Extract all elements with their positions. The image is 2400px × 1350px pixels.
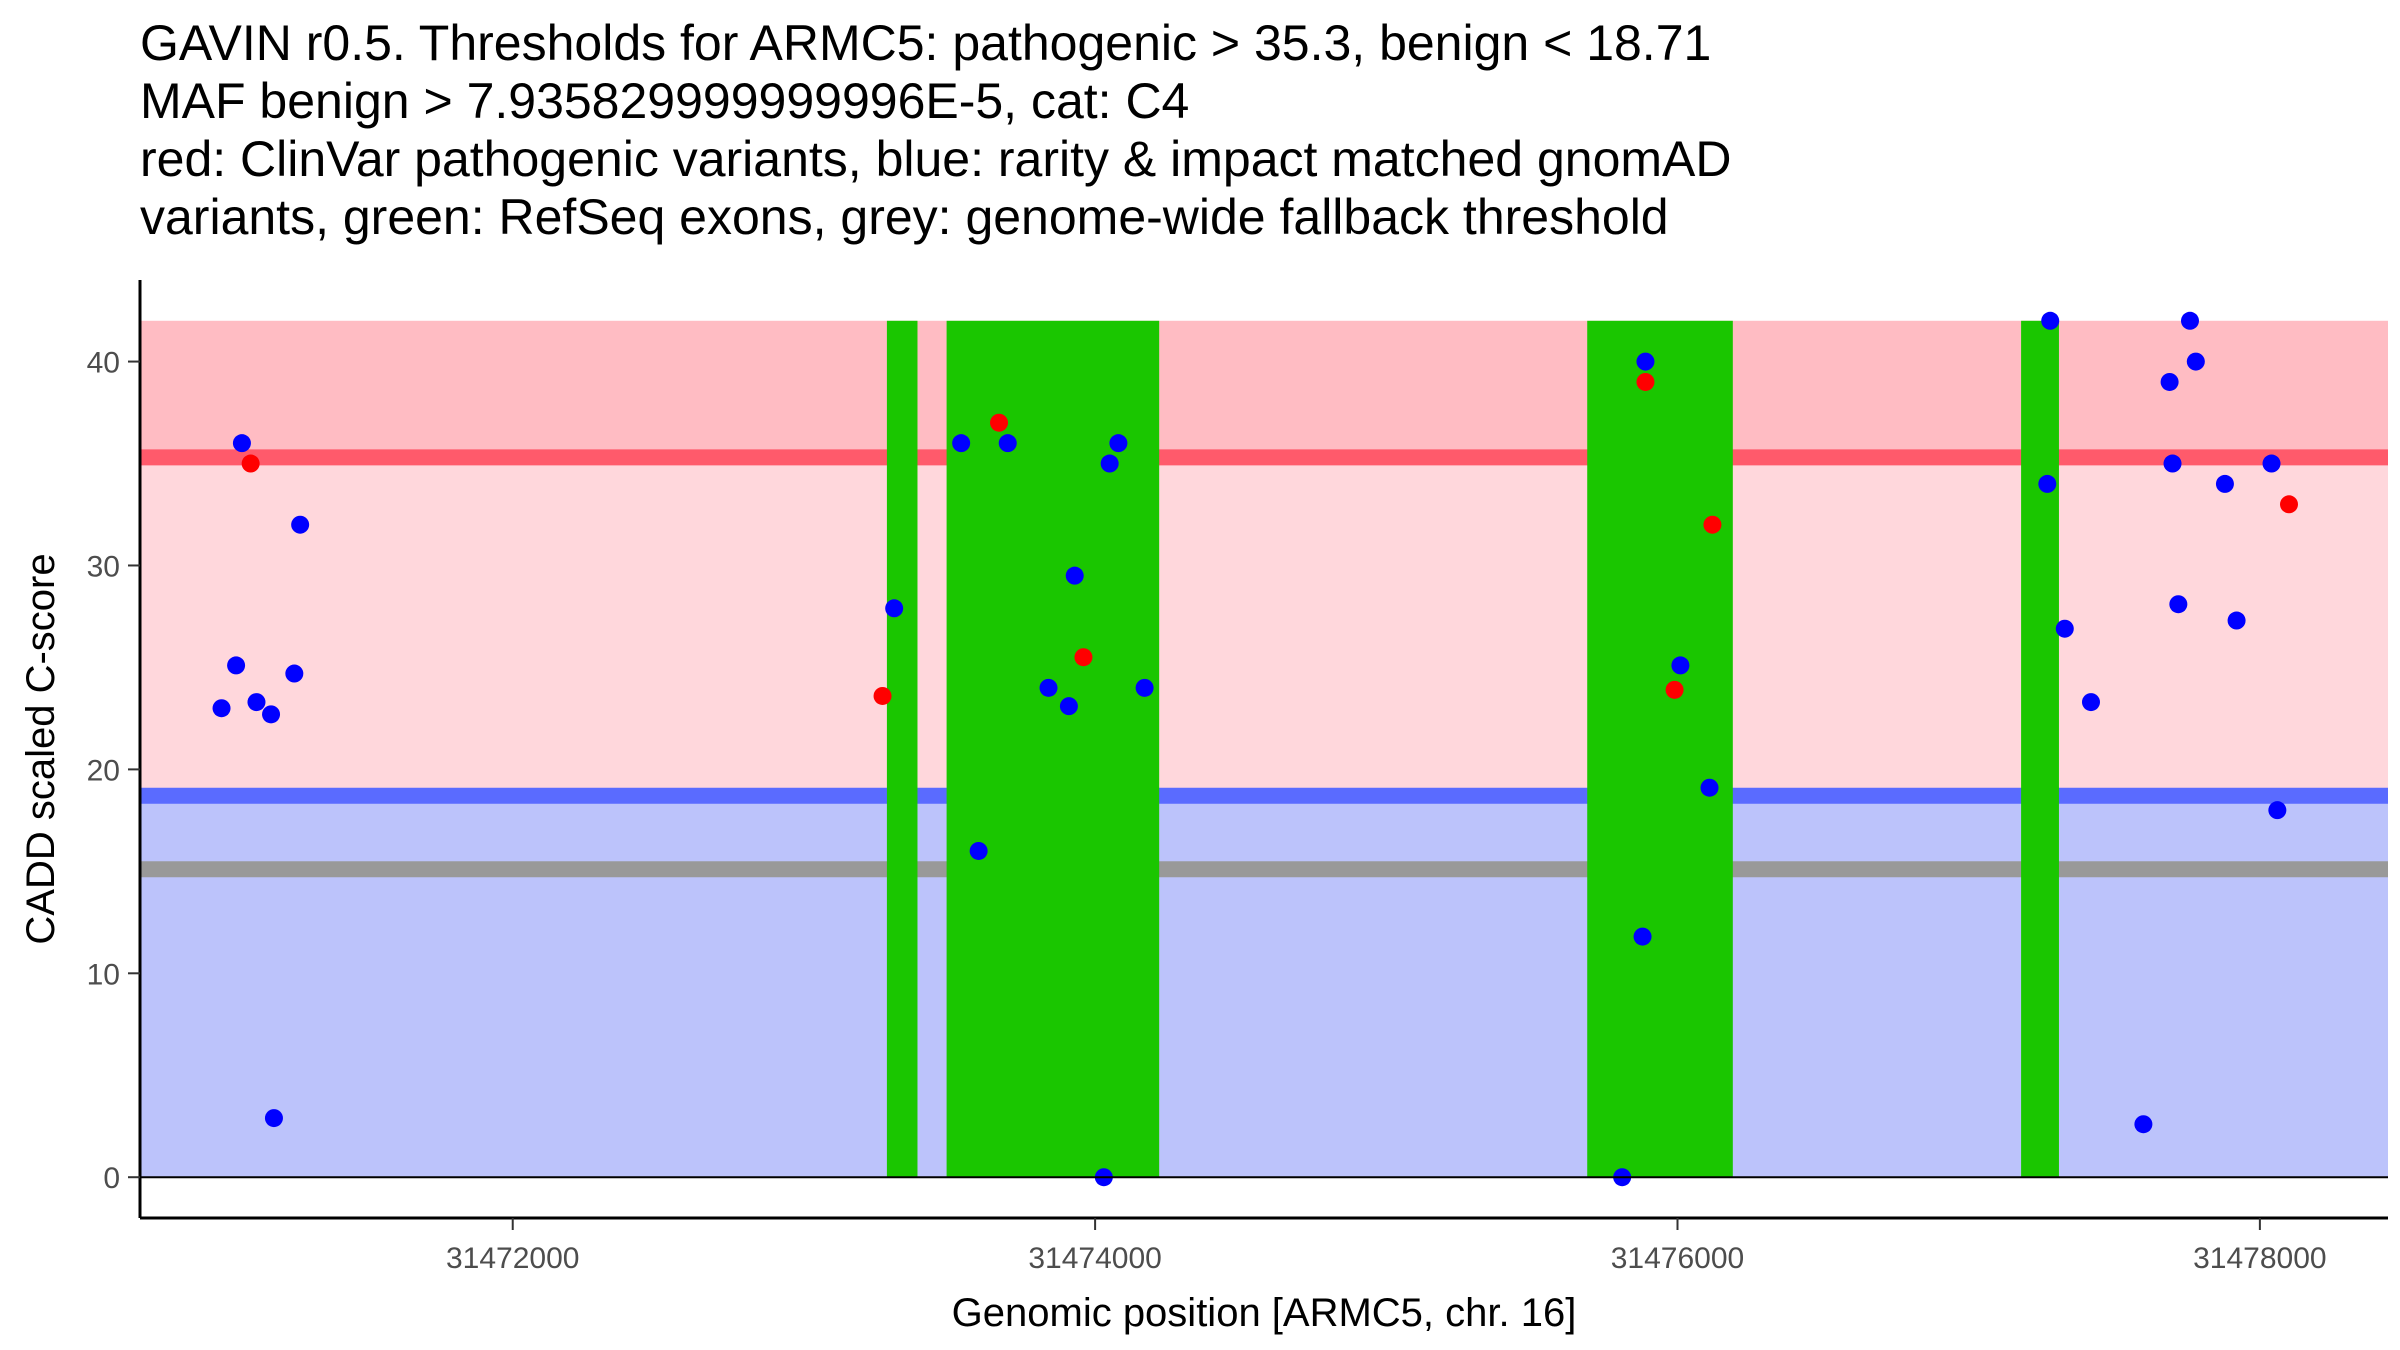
gnomad-point (1700, 778, 1719, 797)
y-tick-label: 40 (87, 347, 120, 380)
clinvar-point (1636, 372, 1655, 391)
gnomad-point (2227, 611, 2246, 630)
exon-bar-3 (1587, 320, 1733, 1178)
y-tick-label: 10 (87, 958, 120, 991)
clinvar-point (1665, 680, 1684, 699)
exon-bar-4 (2021, 320, 2059, 1178)
gnomad-point (2268, 801, 2287, 820)
gnomad-point (2215, 474, 2234, 493)
gnomad-point (2160, 372, 2179, 391)
y-tick-label: 20 (87, 754, 120, 787)
gnomad-point (969, 841, 988, 860)
title-line-4: variants, green: RefSeq exons, grey: gen… (140, 189, 1669, 245)
gnomad-point (1109, 434, 1128, 453)
clinvar-point (873, 686, 892, 705)
threshold-bands (140, 320, 2388, 1178)
clinvar-point (241, 454, 260, 473)
gnomad-point (2134, 1115, 2153, 1134)
title-line-2: MAF benign > 7.935829999999996E-5, cat: … (140, 73, 1190, 129)
gnomad-point (247, 693, 266, 712)
band-1 (140, 457, 2388, 796)
gnomad-point (2041, 311, 2060, 330)
gnomad-point (1059, 697, 1078, 716)
x-tick-label: 31476000 (1611, 1242, 1744, 1275)
gnomad-point (227, 656, 246, 675)
gnomad-point (285, 664, 304, 683)
exon-bar-2 (946, 320, 1160, 1178)
clinvar-point (1703, 515, 1722, 534)
variant-points (212, 311, 2298, 1187)
x-axis-title: Genomic position [ARMC5, chr. 16] (952, 1291, 1577, 1335)
gnomad-point (2262, 454, 2281, 473)
y-tick-label: 0 (103, 1162, 120, 1195)
clinvar-point (1074, 648, 1093, 667)
x-tick-label: 31474000 (1028, 1242, 1161, 1275)
clinvar-point (2279, 495, 2298, 514)
gnomad-point (2163, 454, 2182, 473)
gnomad-point (1633, 927, 1652, 946)
gnomad-point (1636, 352, 1655, 371)
gnomad-point (232, 434, 251, 453)
gnomad-point (212, 699, 231, 718)
gnomad-point (2038, 474, 2057, 493)
title-line-1: GAVIN r0.5. Thresholds for ARMC5: pathog… (140, 15, 1712, 71)
gnomad-point (264, 1109, 283, 1128)
band-2 (140, 320, 2388, 458)
title-line-3: red: ClinVar pathogenic variants, blue: … (140, 131, 1732, 187)
gnomad-point (2169, 595, 2188, 614)
gnomad-point (998, 434, 1017, 453)
x-tick-label: 31472000 (446, 1242, 579, 1275)
exon-bar-1 (886, 320, 918, 1178)
gnomad-point (952, 434, 971, 453)
y-axis-title: CADD scaled C-score (19, 553, 63, 944)
gnomad-point (2180, 311, 2199, 330)
threshold-lines (140, 449, 2388, 878)
chart-title: GAVIN r0.5. Thresholds for ARMC5: pathog… (140, 14, 2380, 246)
gnomad-point (2055, 619, 2074, 638)
gnomad-point (2186, 352, 2205, 371)
gnomad-point (291, 515, 310, 534)
gnomad-point (2081, 693, 2100, 712)
x-tick-label: 31478000 (2193, 1242, 2326, 1275)
y-tick-label: 30 (87, 550, 120, 583)
gnomad-point (885, 599, 904, 618)
exon-bars (886, 320, 2059, 1178)
axes: 0 10 20 30 40 31472000 31474000 31476000 3147800… (87, 280, 2388, 1275)
clinvar-point (990, 413, 1009, 432)
gnomad-point (1065, 566, 1084, 585)
band-0 (140, 795, 2388, 1178)
gnomad-point (1135, 678, 1154, 697)
gnomad-point (1039, 678, 1058, 697)
gnomad-point (1100, 454, 1119, 473)
gnomad-point (262, 705, 281, 724)
gnomad-point (1671, 656, 1690, 675)
